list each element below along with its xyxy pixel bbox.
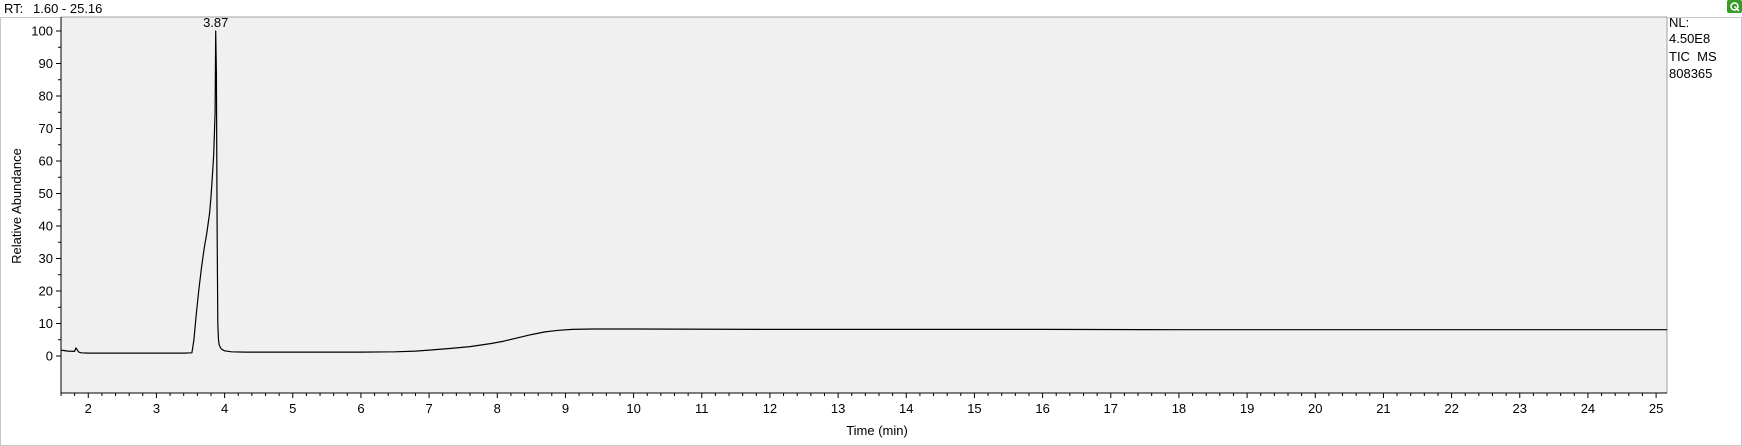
x-tick-label: 12 (763, 401, 777, 416)
x-tick-label: 22 (1444, 401, 1458, 416)
x-tick-label: 17 (1104, 401, 1118, 416)
y-tick-label: 0 (46, 349, 53, 364)
nl-label: NL: (1669, 15, 1689, 30)
pin-icon[interactable] (1727, 0, 1742, 13)
y-tick-label: 80 (39, 89, 53, 104)
x-tick-label: 5 (289, 401, 296, 416)
x-tick-label: 15 (967, 401, 981, 416)
y-tick-label: 90 (39, 56, 53, 71)
rt-label: RT: (4, 1, 23, 16)
nl-value: 4.50E8 (1669, 31, 1710, 46)
y-tick-label: 60 (39, 154, 53, 169)
x-tick-label: 10 (626, 401, 640, 416)
x-tick-label: 18 (1172, 401, 1186, 416)
y-axis-title: Relative Abundance (9, 148, 24, 264)
y-tick-label: 40 (39, 219, 53, 234)
trace-type-label: TIC MS (1669, 49, 1717, 64)
x-tick-label: 19 (1240, 401, 1254, 416)
plot-area (61, 17, 1667, 393)
y-tick-label: 10 (39, 316, 53, 331)
x-tick-label: 16 (1035, 401, 1049, 416)
y-tick-label: 20 (39, 284, 53, 299)
x-tick-label: 7 (425, 401, 432, 416)
y-tick-label: 70 (39, 121, 53, 136)
x-tick-label: 3 (153, 401, 160, 416)
x-tick-label: 24 (1581, 401, 1595, 416)
x-tick-label: 20 (1308, 401, 1322, 416)
x-tick-label: 11 (695, 401, 709, 416)
x-tick-label: 9 (562, 401, 569, 416)
x-tick-label: 23 (1513, 401, 1527, 416)
peak-label: 3.87 (203, 15, 228, 30)
sample-id: 808365 (1669, 66, 1712, 81)
rt-range-value: 1.60 - 25.16 (33, 1, 102, 16)
y-tick-label: 100 (31, 24, 53, 39)
x-tick-label: 21 (1376, 401, 1390, 416)
x-tick-label: 2 (85, 401, 92, 416)
y-tick-label: 50 (39, 186, 53, 201)
x-tick-label: 25 (1649, 401, 1663, 416)
tic-trace-line (60, 30, 1667, 354)
x-axis-title: Time (min) (846, 423, 908, 438)
x-tick-label: 13 (831, 401, 845, 416)
x-tick-label: 14 (899, 401, 913, 416)
x-tick-label: 4 (221, 401, 228, 416)
x-tick-label: 6 (357, 401, 364, 416)
x-tick-label: 8 (494, 401, 501, 416)
trace-layer: 3.87 (60, 15, 1667, 354)
y-tick-label: 30 (39, 251, 53, 266)
